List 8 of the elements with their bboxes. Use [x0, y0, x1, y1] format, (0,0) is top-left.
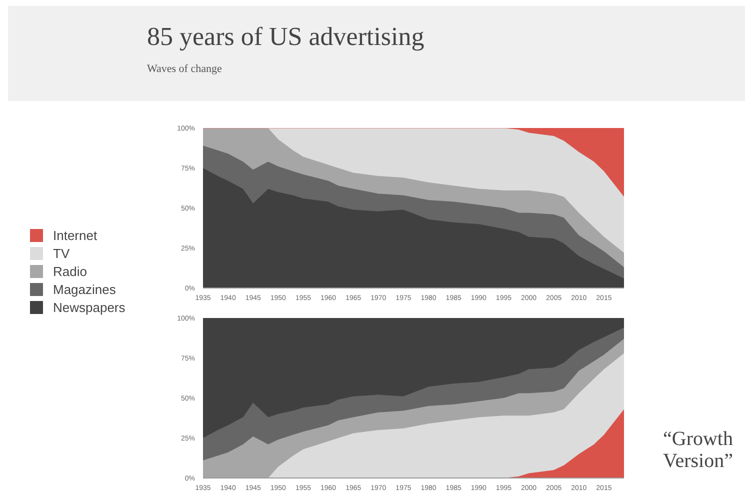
- legend-label: Newspapers: [53, 300, 126, 314]
- text: “Growth Version”: [662, 428, 734, 472]
- legend-label: Internet: [53, 228, 98, 242]
- legend-label: Magazines: [53, 282, 116, 296]
- legend-label: TV: [53, 246, 70, 260]
- chart-title: 85 years of US advertising: [147, 22, 424, 52]
- chart-subtitle: Waves of change: [147, 63, 222, 75]
- legend-label: Radio: [53, 264, 87, 278]
